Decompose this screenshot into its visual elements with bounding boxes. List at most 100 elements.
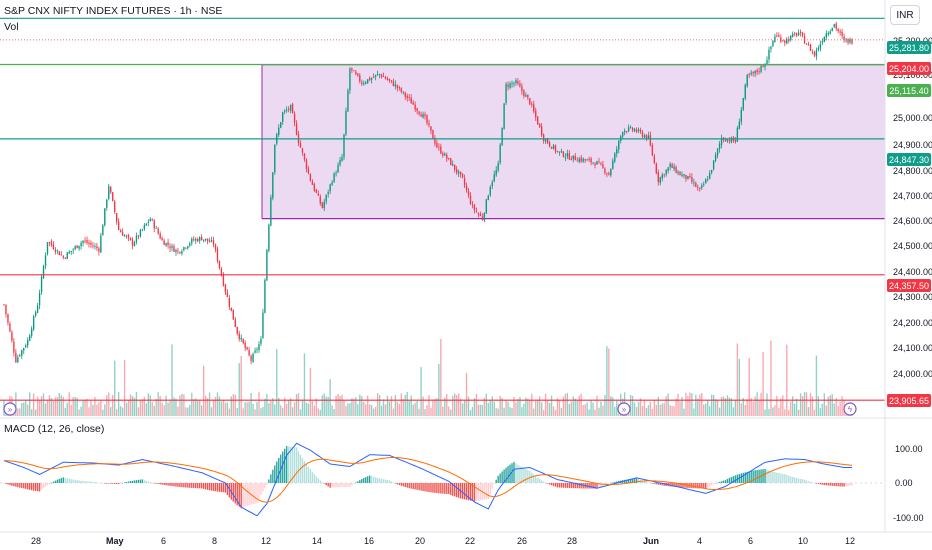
macd-histogram-bar [365,477,367,483]
event-marker-icon[interactable] [3,402,17,416]
volume-bar [817,396,820,416]
candle-body [588,159,590,160]
candle-body [602,164,604,168]
candle-body [631,127,634,131]
candle-body [402,91,404,93]
macd-y-tick: 100.00 [895,444,923,454]
candle-body [418,111,420,114]
volume-bar [161,402,163,416]
candle-body [183,246,185,251]
macd-histogram-bar [614,481,616,483]
candle-body [726,139,729,142]
macd-histogram-bar [817,483,820,484]
macd-histogram-bar [535,476,537,483]
candle-body [289,104,292,111]
macd-histogram-bar [782,473,784,483]
candle-body [199,237,201,241]
macd-histogram-bar [21,483,23,489]
macd-histogram-bar [159,483,161,485]
candle-body [54,249,57,252]
candle-body [795,33,798,36]
candle-body [625,131,628,133]
macd-histogram-bar [117,483,120,485]
candle-body [228,298,231,307]
volume-bar [133,397,136,416]
candle-body [232,309,234,320]
candle-body [416,108,418,111]
macd-histogram-bar [193,483,195,489]
volume-bar [80,406,82,416]
volume-bar [811,396,814,416]
volume-bar [48,395,51,416]
candle-body [155,227,157,229]
macd-histogram-bar [353,483,355,484]
macd-histogram-bar [244,483,246,507]
macd-histogram-bar [511,463,513,483]
candle-body [465,185,468,191]
volume-bar [333,409,335,416]
volume-bar [639,398,642,416]
candle-body [7,314,9,323]
macd-histogram-bar [705,483,707,489]
level-tag-bg [887,84,931,97]
macd-histogram-bar [396,483,399,485]
currency-button[interactable]: INR [890,5,920,25]
candle-body [254,350,256,353]
volume-bar [38,400,41,416]
macd-histogram-bar [123,482,126,484]
candle-body [287,109,290,110]
candle-body [185,247,187,249]
macd-histogram-bar [716,482,719,484]
macd-histogram-bar [523,468,525,483]
macd-histogram-bar [119,483,122,484]
macd-histogram-bar [145,480,148,483]
volume-bar [119,406,122,416]
candle-body [27,340,29,346]
candle-body [457,171,460,174]
volume-bar [232,394,234,416]
volume-bar [163,405,165,416]
candle-body [556,151,559,152]
y-tick: 24,800.00 [893,166,932,176]
volume-bar [776,395,778,416]
macd-histogram-bar [758,469,760,483]
macd-histogram-bar [345,483,347,488]
macd-histogram-bar [76,480,78,483]
volume-bar [637,402,640,416]
volume-bar [384,404,387,416]
candle-body [758,71,760,73]
candle-body [86,239,88,244]
macd-histogram-bar [80,480,82,483]
candle-body [208,240,211,243]
candle-body [790,35,792,41]
candle-body [505,83,507,104]
candle-body [145,223,148,226]
candle-body [357,73,359,76]
candle-body [752,71,754,74]
candle-body [772,40,774,46]
volume-bar [297,392,300,416]
candle-body [380,74,383,78]
macd-histogram-bar [30,483,33,491]
volume-bar [117,392,120,416]
macd-histogram-bar [851,483,853,486]
macd-histogram-bar [11,483,13,486]
volume-bar [835,397,837,416]
macd-histogram-bar [94,482,96,483]
macd-histogram-bar [110,483,112,484]
flash-icon[interactable] [843,402,857,416]
volume-bar [612,397,614,416]
candle-body [546,138,549,144]
volume-bar [665,396,667,416]
candle-body [127,235,130,238]
event-marker-icon[interactable] [617,402,631,416]
macd-histogram-bar [199,483,201,489]
candle-body [169,246,171,249]
candle-body [475,211,478,212]
candle-body [321,202,323,208]
volume-bar [125,402,128,416]
macd-histogram-bar [598,483,600,488]
volume-bar [200,405,203,416]
candle-body [697,186,699,188]
